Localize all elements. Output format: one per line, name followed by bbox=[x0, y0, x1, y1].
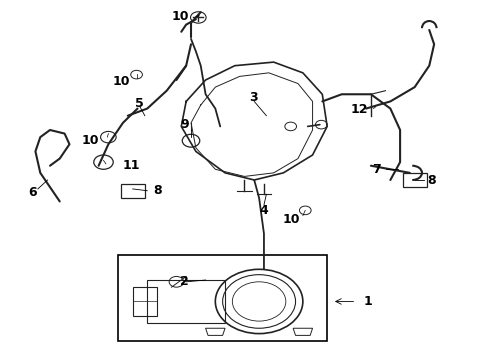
Text: 12: 12 bbox=[350, 103, 368, 116]
Text: 4: 4 bbox=[259, 204, 268, 217]
Text: 8: 8 bbox=[426, 174, 435, 186]
Text: 1: 1 bbox=[363, 295, 372, 308]
Text: 6: 6 bbox=[29, 186, 37, 199]
Text: 2: 2 bbox=[180, 275, 188, 288]
Text: 10: 10 bbox=[81, 134, 99, 147]
Text: 7: 7 bbox=[371, 163, 380, 176]
Text: 3: 3 bbox=[248, 91, 257, 104]
Text: 8: 8 bbox=[153, 184, 162, 197]
Bar bbox=[118, 255, 326, 341]
Text: 10: 10 bbox=[171, 10, 188, 23]
Text: 5: 5 bbox=[134, 97, 143, 110]
Text: 10: 10 bbox=[283, 213, 300, 226]
Text: 9: 9 bbox=[180, 118, 188, 131]
Text: 11: 11 bbox=[122, 159, 140, 172]
Text: 10: 10 bbox=[113, 75, 130, 88]
